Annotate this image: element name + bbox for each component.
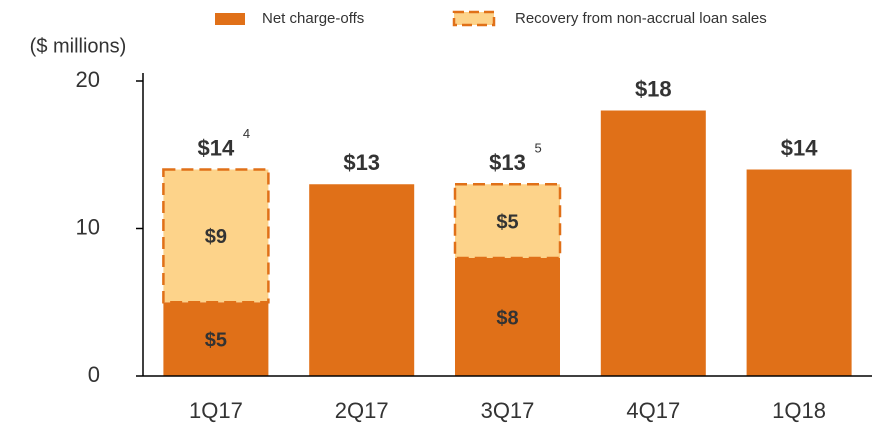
bar-segment (600, 110, 706, 376)
bar-segment (162, 168, 270, 304)
legend-label: Recovery from non-accrual loan sales (515, 10, 767, 27)
bar-segment (309, 184, 415, 376)
total-label: $14 (781, 135, 818, 160)
footnote-marker: 4 (243, 126, 250, 141)
x-tick-label: 3Q17 (481, 398, 535, 423)
bar-segment (453, 183, 562, 260)
legend-swatch (452, 10, 496, 27)
total-label: $18 (635, 76, 672, 101)
x-tick-label: 1Q18 (772, 398, 826, 423)
footnote-marker: 5 (535, 141, 542, 156)
bar-segment (163, 302, 269, 376)
segment-label: $5 (496, 211, 518, 233)
legend-label: Net charge-offs (262, 10, 364, 27)
total-label: $14 (198, 135, 235, 160)
total-label: $13 (489, 150, 526, 175)
bar-segment (455, 258, 560, 376)
y-axis-label: ($ millions) (30, 35, 127, 57)
segment-label: $8 (496, 307, 518, 329)
x-tick-label: 1Q17 (189, 398, 243, 423)
y-tick-label: 10 (76, 214, 100, 239)
y-tick-label: 20 (76, 67, 100, 92)
y-tick-label: 0 (88, 362, 100, 387)
legend-swatch (215, 13, 245, 25)
segment-label: $9 (205, 226, 227, 248)
segment-label: $5 (205, 329, 227, 351)
bar-segment (746, 169, 852, 376)
x-tick-label: 4Q17 (626, 398, 680, 423)
total-label: $13 (343, 150, 380, 175)
x-tick-label: 2Q17 (335, 398, 389, 423)
